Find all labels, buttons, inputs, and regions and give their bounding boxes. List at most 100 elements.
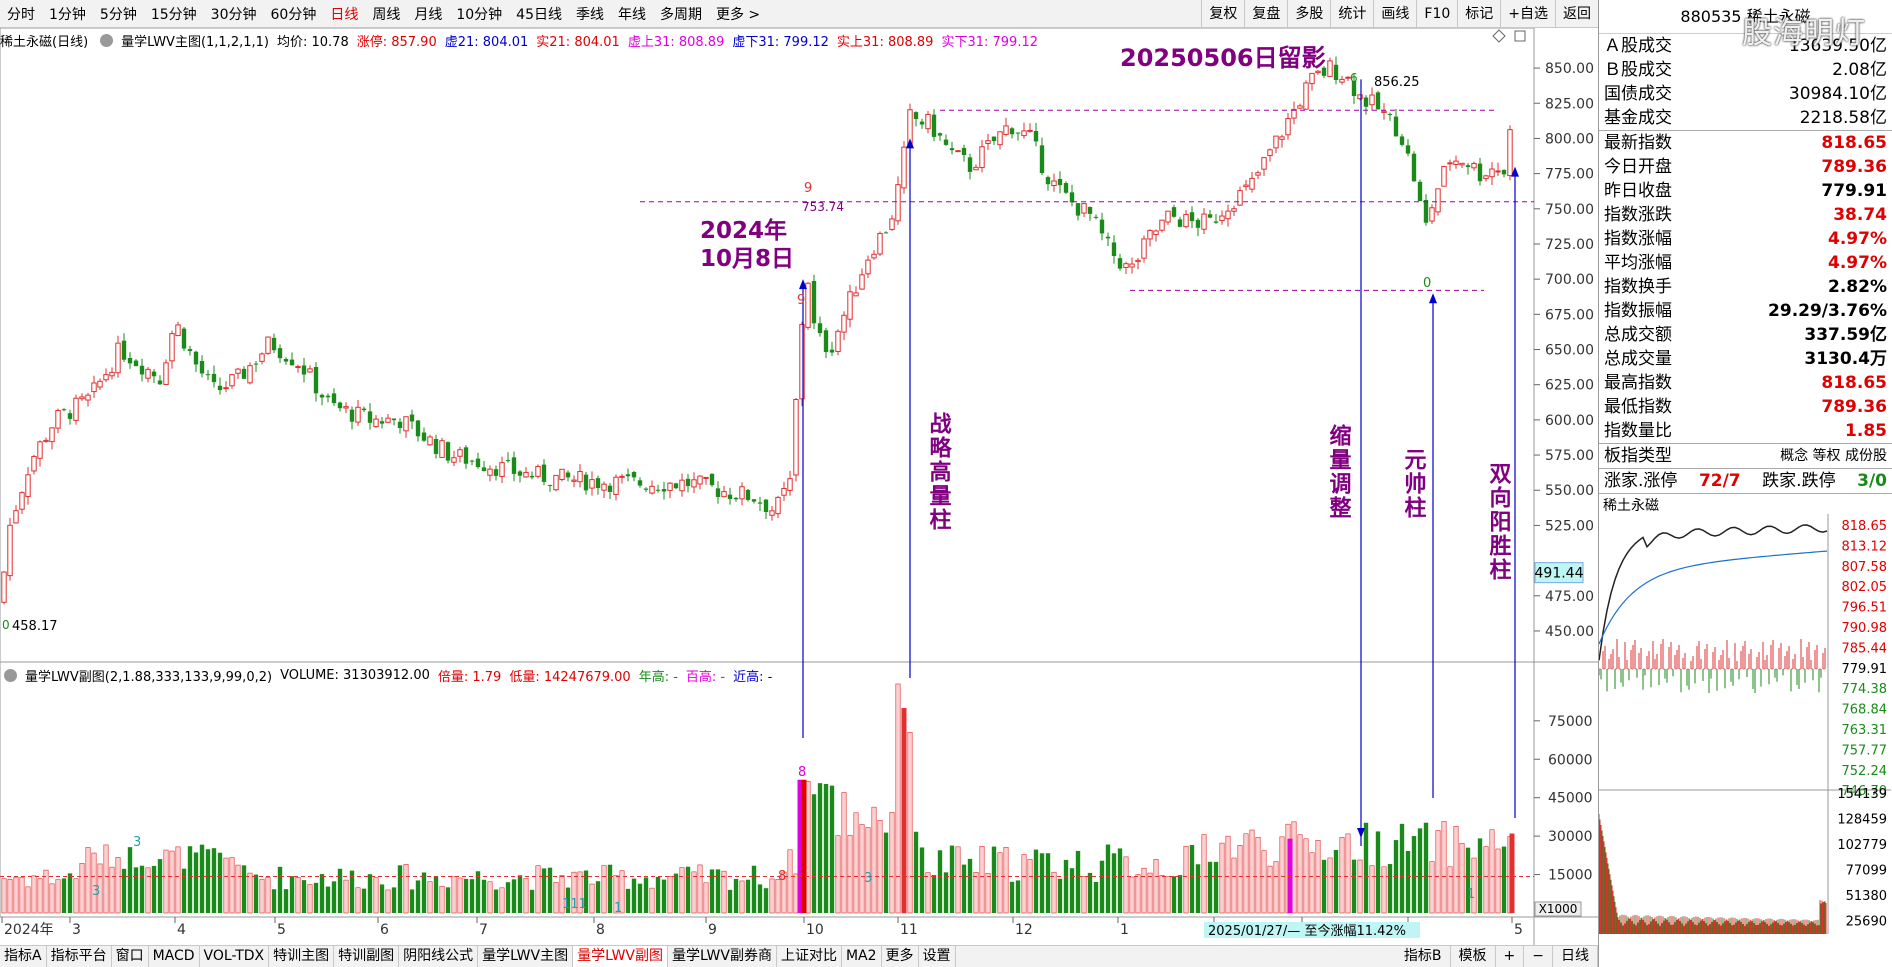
period-tab-9[interactable]: 10分钟 [456, 6, 503, 23]
vol-bar [1501, 846, 1507, 913]
indicator-tab-13[interactable]: 更多 [882, 946, 919, 967]
bottom-right-button-1[interactable]: 模板 [1451, 946, 1496, 967]
candle-body [1285, 118, 1291, 136]
indicator-tab-3[interactable]: MACD [149, 946, 200, 967]
bottom-right-button-4[interactable]: 日线 [1553, 946, 1598, 967]
maximize-icon[interactable] [1514, 30, 1526, 42]
candle-body [1081, 203, 1087, 214]
candle-body [1429, 207, 1435, 222]
candle-body [1309, 72, 1315, 85]
vol-bar [763, 888, 769, 913]
indicator-tab-6[interactable]: 特训副图 [334, 946, 400, 967]
vol-bar [1057, 878, 1063, 913]
candle-body [259, 353, 265, 362]
vol-bar [313, 882, 319, 913]
vol-bar [127, 847, 133, 913]
tool-button-6[interactable]: 标记 [1457, 0, 1500, 28]
vol-seq-3a: 3 [92, 884, 100, 899]
tool-button-2[interactable]: 多股 [1287, 0, 1330, 28]
vol-bar [385, 889, 391, 914]
market-row: Ａ股成交 13639.50亿 [1599, 34, 1892, 58]
main-indicator-name[interactable]: 量学LWV主图(1,1,2,1,1) [121, 34, 269, 50]
candle-body [1111, 242, 1117, 256]
tool-button-8[interactable]: 返回 [1555, 0, 1598, 28]
vol-bar [973, 871, 979, 914]
candle-body [955, 150, 961, 153]
indicator-tab-10[interactable]: 量学LWV副券商 [668, 946, 777, 967]
sub-indicator-name[interactable]: 量学LWV副图(2,1.88,333,133,9,99,0,2) [25, 669, 273, 685]
vol-bar [277, 866, 283, 913]
tool-button-7[interactable]: +自选 [1500, 0, 1555, 28]
tool-button-4[interactable]: 画线 [1373, 0, 1416, 28]
indicator-tab-4[interactable]: VOL-TDX [200, 946, 270, 967]
period-tab-4[interactable]: 30分钟 [210, 6, 257, 23]
candle-body [709, 473, 715, 486]
vol-bar [703, 882, 709, 914]
candle-body [1045, 177, 1051, 185]
period-tab-2[interactable]: 5分钟 [99, 6, 137, 23]
vol-bar [19, 877, 25, 914]
vol-bar [673, 873, 679, 913]
bottom-right-button-3[interactable]: − [1524, 946, 1553, 967]
indicator-icon[interactable] [100, 33, 114, 47]
intraday-mini-chart[interactable]: 稀土永磁 818.65 813.12 807.58 802.05 796.51 790.98… [1598, 494, 1891, 934]
candle-body [553, 474, 559, 491]
tool-button-5[interactable]: F10 [1416, 0, 1457, 28]
candle-body [295, 366, 301, 369]
period-tab-10[interactable]: 45日线 [516, 6, 562, 23]
vol-bar [775, 879, 781, 914]
market-row: Ｂ股成交 2.08亿 [1599, 58, 1892, 82]
indicator-tab-0[interactable]: 指标A [0, 946, 47, 967]
indicator-tab-7[interactable]: 阴阳线公式 [399, 946, 479, 967]
period-tab-6[interactable]: 日线 [330, 6, 359, 23]
candle-body [733, 497, 739, 500]
quote-row-label: 总成交额 [1604, 325, 1672, 345]
bottom-right-button-0[interactable]: 指标B [1396, 946, 1451, 967]
indicator-tab-9[interactable]: 量学LWV副图 [573, 946, 669, 967]
period-tab-3[interactable]: 15分钟 [150, 6, 197, 23]
indicator-tab-8[interactable]: 量学LWV主图 [478, 946, 574, 967]
period-tab-11[interactable]: 季线 [575, 6, 604, 23]
mini-vol-axis-label: 154139 [1837, 787, 1887, 802]
vol-bar [409, 889, 415, 913]
indicator-tab-14[interactable]: 设置 [919, 946, 956, 967]
tool-button-3[interactable]: 统计 [1330, 0, 1373, 28]
period-tab-5[interactable]: 60分钟 [270, 6, 317, 23]
candle-body [901, 146, 907, 189]
quote-row-value: 4.97% [1828, 229, 1887, 249]
candle-body [1015, 132, 1021, 134]
period-tab-13[interactable]: 多周期 [659, 6, 702, 23]
period-tab-0[interactable]: 分时 [7, 6, 35, 23]
indicator-tab-2[interactable]: 窗口 [112, 946, 149, 967]
vol-axis-label: 45000 [1548, 791, 1593, 807]
indicator-tab-1[interactable]: 指标平台 [47, 946, 112, 967]
sub-indicator-icon[interactable] [4, 668, 17, 682]
period-tab-14[interactable]: 更多 > [715, 6, 761, 23]
tool-button-0[interactable]: 复权 [1201, 0, 1244, 28]
period-tab-12[interactable]: 年线 [617, 6, 646, 23]
candle-body [55, 410, 61, 429]
period-tab-7[interactable]: 周线 [372, 6, 401, 23]
diamond-icon[interactable] [1492, 29, 1506, 43]
bottom-right-button-2[interactable]: + [1496, 946, 1525, 967]
indicator-tab-5[interactable]: 特训主图 [269, 946, 335, 967]
indicator-tab-12[interactable]: MA2 [842, 946, 882, 967]
candle-body [1087, 206, 1093, 214]
candle-body [865, 259, 871, 275]
quote-row-value: 1.85 [1845, 421, 1887, 441]
vol-bar [601, 865, 607, 914]
period-tab-1[interactable]: 1分钟 [49, 6, 86, 23]
period-tab-8[interactable]: 月线 [414, 6, 443, 23]
indicator-tab-11[interactable]: 上证对比 [777, 946, 842, 967]
candle-body [871, 253, 877, 259]
watermark: 股海明灯 [1742, 16, 1866, 51]
candle-body [229, 374, 235, 387]
candle-body [427, 436, 433, 446]
vol-bar [1105, 844, 1111, 913]
tool-button-1[interactable]: 复盘 [1244, 0, 1287, 28]
vol-bar [259, 878, 265, 914]
kline-chart[interactable]: 850.00 825.00 800.00 775.00 750.00 725.00 700.… [0, 28, 1598, 945]
candle-body [949, 148, 955, 151]
board-type-value[interactable]: 概念 等权 成份股 [1780, 448, 1887, 464]
updown-row: 涨家.涨停 72/7 跌家.跌停 3/0 [1599, 469, 1892, 493]
